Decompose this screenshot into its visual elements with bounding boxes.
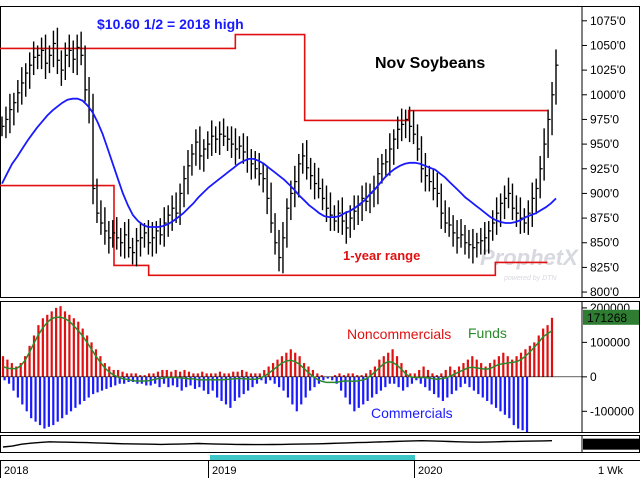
- moving-average-line: [1, 97, 557, 228]
- cot-tick-label: 0: [590, 370, 597, 384]
- x-axis: 2018 2019 2020 1 Wk: [4, 455, 624, 477]
- x-tick-label: 2020: [418, 465, 442, 477]
- cot-tick-label: -100000: [590, 404, 634, 418]
- moving-average-path: [1, 97, 557, 228]
- price-tick-label: 1075'0: [590, 14, 626, 28]
- indicator-panel: 0.80: [2, 437, 639, 451]
- price-tick-label: 1000'0: [590, 88, 626, 102]
- indicator-path: [2, 439, 553, 448]
- funds-line: [2, 316, 553, 384]
- chart-title: Nov Soybeans: [375, 55, 485, 72]
- indicator-axis: 0.80: [583, 437, 639, 451]
- range-high-line: [0, 33, 548, 122]
- range-note: 1-year range: [343, 248, 420, 263]
- period-label: 1 Wk: [598, 465, 624, 477]
- last-value-badge: [583, 309, 639, 325]
- range-low-line: [0, 184, 548, 277]
- range-lines: [0, 33, 548, 277]
- x-tick-label: 2018: [4, 465, 28, 477]
- price-tick-label: 800'0: [590, 285, 619, 299]
- watermark: ProphetX: [480, 245, 579, 270]
- price-tick-label: 875'0: [590, 211, 619, 225]
- price-axis: 800'0 825'0 850'0 875'0 900'0 925'0 950'0 975'0…: [582, 14, 626, 299]
- price-tick-label: 850'0: [590, 236, 619, 250]
- price-tick-label: 825'0: [590, 260, 619, 274]
- high-note: $10.60 1/2 = 2018 high: [97, 16, 244, 32]
- panel-frames: [0, 6, 640, 478]
- price-tick-label: 975'0: [590, 112, 619, 126]
- last-value-label: 171268: [587, 311, 627, 325]
- indicator-line: [2, 439, 553, 448]
- price-tick-label: 900'0: [590, 186, 619, 200]
- indicator-badge: [583, 438, 639, 450]
- indicator-last-value: 0.80: [587, 437, 611, 451]
- series-label-funds: Funds: [468, 325, 507, 341]
- watermark-sub: powered by DTN: [503, 275, 557, 282]
- scroll-bar[interactable]: [210, 455, 415, 460]
- series-label-commercials: Commercials: [371, 405, 453, 421]
- price-tick-label: 1025'0: [590, 63, 626, 77]
- price-panel: ProphetX powered by DTN 800'0825'0850'08…: [0, 14, 626, 299]
- funds-path: [2, 316, 553, 384]
- price-tick-label: 950'0: [590, 137, 619, 151]
- price-tick-label: 1050'0: [590, 38, 626, 52]
- x-tick-label: 2019: [212, 465, 236, 477]
- series-label-noncommercials: Noncommercials: [347, 326, 451, 342]
- price-tick-label: 925'0: [590, 162, 619, 176]
- cot-tick-label: 100000: [590, 335, 630, 349]
